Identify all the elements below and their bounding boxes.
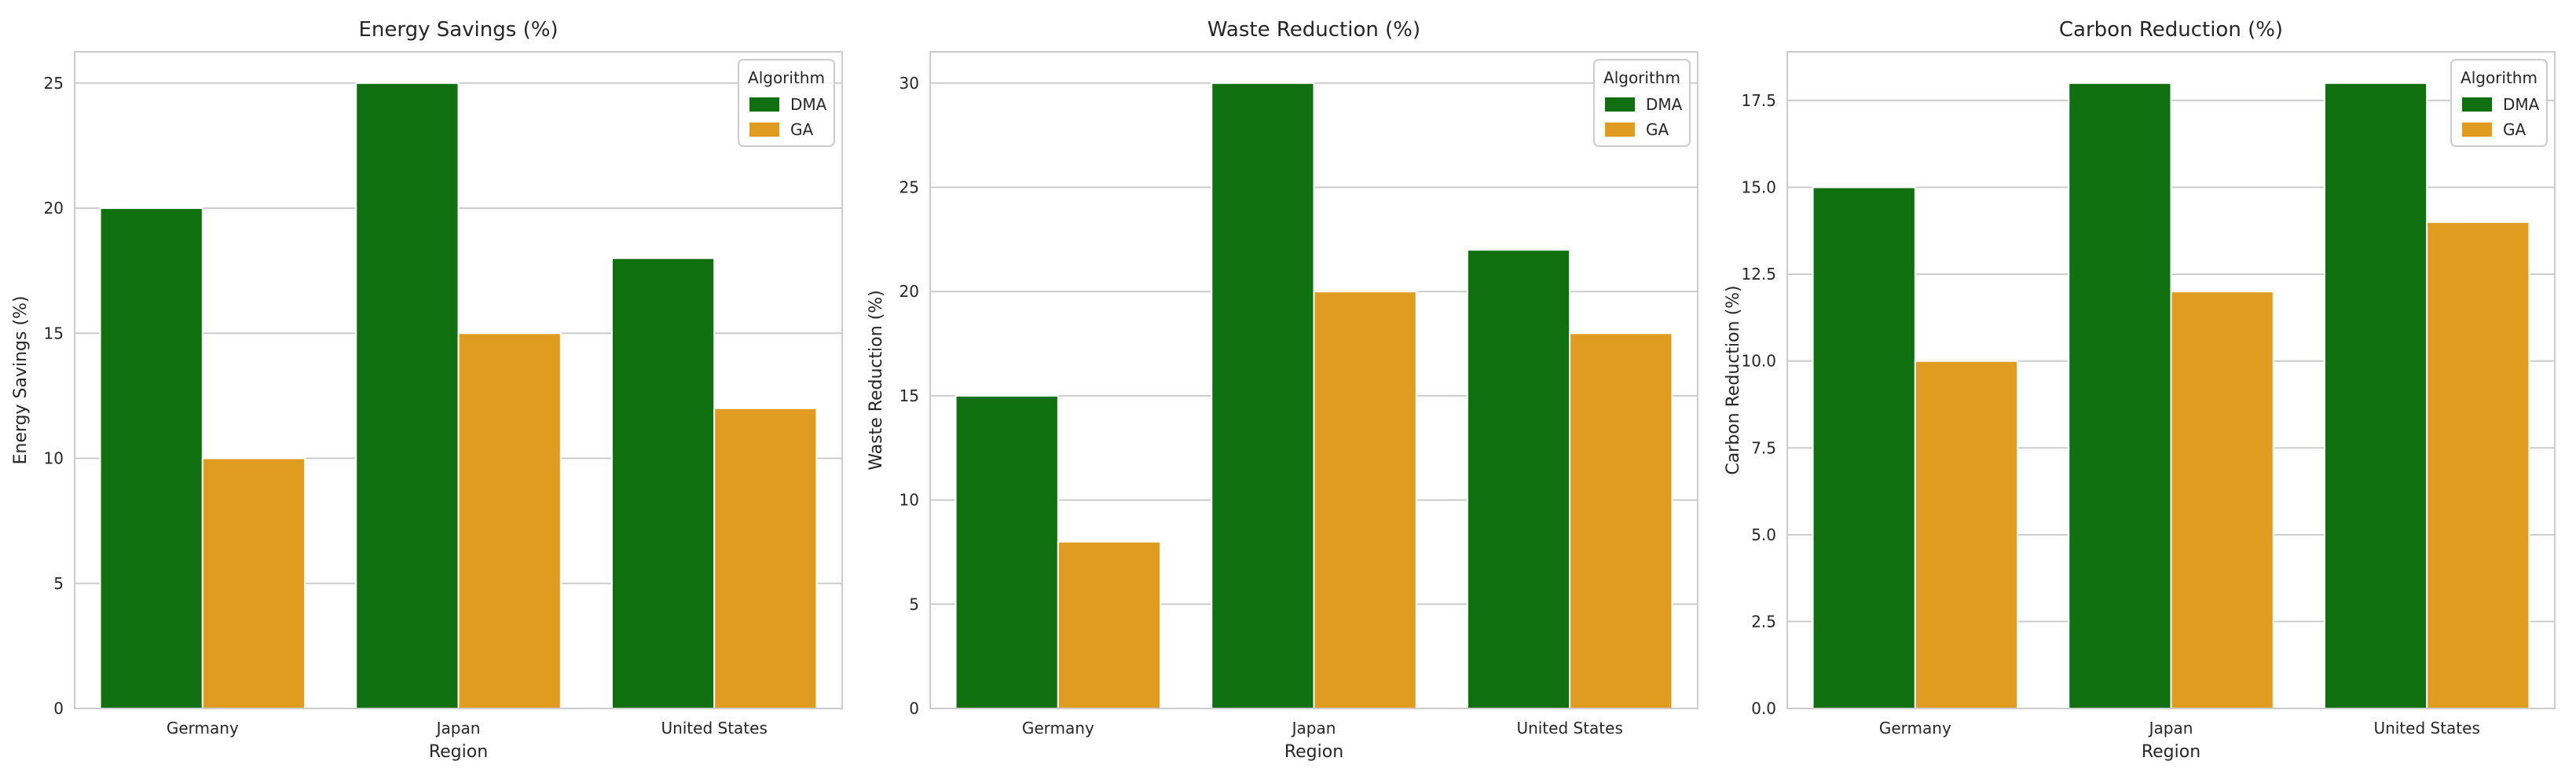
bar-dma-united-states bbox=[610, 257, 716, 709]
bar-ga-japan bbox=[1313, 291, 1417, 709]
chart-title: Carbon Reduction (%) bbox=[2059, 18, 2283, 42]
bar-ga-japan bbox=[457, 332, 562, 709]
legend: Algorithm DMA GA bbox=[1593, 59, 1691, 147]
legend-label-ga: GA bbox=[2503, 120, 2526, 139]
legend-swatch-ga bbox=[2462, 123, 2492, 137]
legend-label-ga: GA bbox=[790, 120, 813, 139]
legend-swatch-ga bbox=[749, 123, 779, 137]
y-tick-label: 25 bbox=[44, 74, 64, 93]
y-tick-label: 30 bbox=[900, 74, 919, 93]
legend: Algorithm DMA GA bbox=[738, 59, 835, 147]
x-tick-label: Japan bbox=[435, 719, 481, 738]
y-axis-label: Waste Reduction (%) bbox=[867, 290, 886, 470]
y-tick-label: 5.0 bbox=[1751, 525, 1776, 544]
bar-ga-united-states bbox=[713, 407, 818, 709]
bar-dma-germany bbox=[99, 207, 203, 709]
legend-label-dma: DMA bbox=[790, 95, 827, 114]
legend-title: Algorithm bbox=[1603, 68, 1680, 87]
y-tick-label: 5 bbox=[53, 574, 64, 593]
bar-dma-japan bbox=[2068, 82, 2172, 710]
bar-dma-germany bbox=[1812, 186, 1916, 709]
x-tick-label: United States bbox=[1516, 719, 1622, 738]
y-tick-label: 10 bbox=[900, 491, 919, 510]
legend-label-dma: DMA bbox=[2503, 95, 2540, 114]
bar-dma-united-states bbox=[2323, 82, 2428, 710]
bar-ga-germany bbox=[201, 457, 306, 709]
y-tick-label: 17.5 bbox=[1741, 91, 1776, 110]
bar-dma-united-states bbox=[1466, 249, 1571, 709]
y-tick-label: 15 bbox=[900, 386, 919, 405]
chart-title: Energy Savings (%) bbox=[358, 18, 558, 42]
y-tick-label: 2.5 bbox=[1751, 612, 1776, 631]
bar-ga-united-states bbox=[2426, 221, 2530, 710]
y-axis-label: Carbon Reduction (%) bbox=[1724, 285, 1743, 474]
y-tick-label: 15.0 bbox=[1741, 178, 1776, 197]
x-tick-label: Germany bbox=[1022, 719, 1094, 738]
legend-title: Algorithm bbox=[748, 68, 825, 87]
x-axis-label: Region bbox=[1284, 742, 1343, 762]
legend-swatch-dma bbox=[749, 97, 779, 112]
y-tick-label: 10 bbox=[44, 449, 64, 468]
y-tick-label: 20 bbox=[900, 282, 919, 301]
chart-panel-2: 0 5 10 15 20 25 30 Germany Japan United States Was… bbox=[867, 18, 1698, 762]
y-tick-label: 25 bbox=[900, 178, 919, 197]
y-tick-label: 15 bbox=[44, 324, 64, 342]
bar-dma-japan bbox=[1211, 82, 1315, 710]
x-tick-label: United States bbox=[661, 719, 767, 738]
x-tick-label: Japan bbox=[2148, 719, 2193, 738]
y-tick-label: 0.0 bbox=[1751, 699, 1776, 718]
y-tick-label: 0 bbox=[53, 699, 64, 718]
y-axis-label: Energy Savings (%) bbox=[11, 295, 31, 464]
plot-frame bbox=[929, 51, 1698, 709]
x-axis-label: Region bbox=[2142, 742, 2200, 762]
legend-label-dma: DMA bbox=[1646, 95, 1683, 114]
x-tick-label: Germany bbox=[1879, 719, 1951, 738]
legend-swatch-ga bbox=[1605, 123, 1635, 137]
chart-title: Waste Reduction (%) bbox=[1207, 18, 1420, 42]
legend-title: Algorithm bbox=[2461, 68, 2538, 87]
bar-ga-japan bbox=[2170, 291, 2274, 709]
x-tick-label: Germany bbox=[167, 719, 239, 738]
y-tick-label: 5 bbox=[909, 595, 919, 613]
plot-frame bbox=[1786, 51, 2556, 709]
y-tick-label: 10.0 bbox=[1741, 352, 1776, 371]
legend-swatch-dma bbox=[1605, 97, 1635, 112]
x-tick-label: Japan bbox=[1291, 719, 1336, 738]
y-tick-label: 12.5 bbox=[1741, 265, 1776, 284]
plot-frame bbox=[74, 51, 843, 709]
bar-dma-germany bbox=[955, 394, 1059, 709]
y-tick-label: 20 bbox=[44, 199, 64, 218]
y-tick-label: 7.5 bbox=[1751, 438, 1776, 457]
bar-ga-united-states bbox=[1569, 332, 1673, 709]
bar-ga-germany bbox=[1057, 540, 1162, 710]
y-tick-label: 0 bbox=[909, 699, 919, 718]
x-tick-label: United States bbox=[2373, 719, 2479, 738]
bar-dma-japan bbox=[355, 82, 460, 710]
x-axis-label: Region bbox=[429, 742, 488, 762]
legend: Algorithm DMA GA bbox=[2450, 59, 2548, 147]
chart-panel-3: 0.0 2.5 5.0 7.5 10.0 12.5 15.0 17.5 Germany Japan… bbox=[1724, 18, 2556, 762]
chart-panel-1: 0 5 10 15 20 25 Germany Japan United States Energ… bbox=[11, 18, 843, 762]
bar-ga-germany bbox=[1914, 360, 2019, 709]
legend-swatch-dma bbox=[2462, 97, 2492, 112]
legend-label-ga: GA bbox=[1646, 120, 1669, 139]
